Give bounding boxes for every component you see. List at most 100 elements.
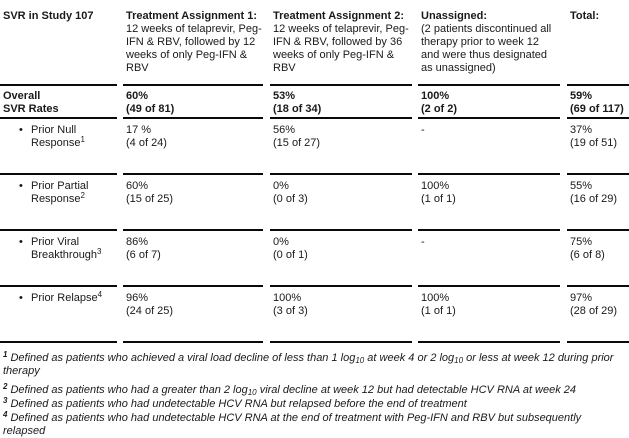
value-percent: 56%: [273, 124, 296, 136]
log-subscript: 10: [247, 388, 257, 397]
table-row: • Prior Partial Response2 60% (15 of 25) 0% (0…: [0, 175, 629, 231]
value-cell: 55% (16 of 29): [567, 175, 629, 231]
value-fraction: (1 of 1): [421, 305, 456, 317]
value-percent: -: [421, 236, 425, 248]
value-cell: 97% (28 of 29): [567, 287, 629, 343]
value-fraction: (4 of 24): [126, 137, 167, 149]
header-cell: Treatment Assignment 1: 12 weeks of telap…: [123, 0, 263, 86]
value-cell: 53% (18 of 34): [270, 86, 412, 119]
header-cell-study: SVR in Study 107: [0, 0, 117, 86]
value-percent: 55%: [570, 180, 593, 192]
value-cell: -: [418, 231, 560, 287]
value-percent: 60%: [126, 90, 149, 102]
value-percent: 37%: [570, 124, 593, 136]
value-fraction: (15 of 25): [126, 193, 174, 205]
value-fraction: (24 of 25): [126, 305, 174, 317]
header-cell: Treatment Assignment 2: 12 weeks of telap…: [270, 0, 412, 86]
value-cell: 0% (0 of 1): [270, 231, 412, 287]
column-title: Treatment Assignment 1:: [126, 10, 258, 22]
row-label-cell: • Prior Partial Response2: [0, 175, 117, 231]
value-cell: 86% (6 of 7): [123, 231, 263, 287]
value-fraction: (0 of 1): [273, 249, 308, 261]
value-percent: 60%: [126, 180, 149, 192]
row-label-line: Breakthrough3: [31, 247, 102, 261]
table-header-row: SVR in Study 107 Treatment Assignment 1:…: [0, 0, 629, 86]
table-row: • Prior Null Response1 17 % (4 of 24) 56% (15 …: [0, 119, 629, 175]
log-subscript: 10: [355, 356, 365, 365]
row-label-cell: • Prior Null Response1: [0, 119, 117, 175]
footnote: 3 Defined as patients who had undetectabl…: [3, 396, 619, 411]
value-cell: 60% (49 of 81): [123, 86, 263, 119]
value-fraction: (2 of 2): [421, 103, 458, 115]
table-row: • Prior Viral Breakthrough3 86% (6 of 7) 0% (0…: [0, 231, 629, 287]
bullet-icon: •: [19, 124, 23, 136]
footnote-text: Defined as patients who had undetectable…: [3, 412, 582, 437]
column-title: Unassigned:: [421, 10, 488, 22]
row-label: Prior Null Response1: [31, 124, 117, 150]
footnote-text: Defined as patients who had a greater th…: [10, 384, 248, 396]
value-percent: 100%: [273, 292, 302, 304]
value-fraction: (1 of 1): [421, 193, 456, 205]
value-fraction: (49 of 81): [126, 103, 175, 115]
row-label-line: Response2: [31, 191, 85, 205]
row-label: Prior Viral Breakthrough3: [31, 236, 117, 262]
row-label-line: SVR Rates: [3, 103, 59, 115]
log-subscript: 10: [454, 356, 464, 365]
value-fraction: (28 of 29): [570, 305, 618, 317]
value-fraction: (3 of 3): [273, 305, 308, 317]
footnote-reference: 2: [80, 191, 85, 200]
footnote-text: Defined as patients who achieved a viral…: [10, 352, 356, 364]
row-label-line: Response1: [31, 135, 85, 149]
table-title: SVR in Study 107: [3, 10, 94, 22]
footnote-text: viral decline at week 12 but had detecta…: [256, 384, 577, 396]
value-percent: 59%: [570, 90, 593, 102]
value-cell: 100% (1 of 1): [418, 175, 560, 231]
footnote-text: Defined as patients who had undetectable…: [10, 398, 467, 410]
value-cell: 0% (0 of 3): [270, 175, 412, 231]
footnote-text: or less at week 12 during prior therapy: [3, 352, 614, 377]
value-fraction: (18 of 34): [273, 103, 322, 115]
row-label-cell: • Prior Relapse4: [0, 287, 117, 343]
value-percent: 75%: [570, 236, 593, 248]
row-label-line: Overall: [3, 90, 41, 102]
bullet-icon: •: [19, 236, 23, 248]
value-percent: 53%: [273, 90, 296, 102]
row-label: Prior Relapse4: [31, 290, 117, 305]
footnote-text: at week 4 or 2 log: [364, 352, 455, 364]
value-fraction: (6 of 7): [126, 249, 161, 261]
column-title: Treatment Assignment 2:: [273, 10, 405, 22]
footnote-marker: 1: [3, 350, 8, 359]
row-label-line: Prior Relapse4: [31, 290, 103, 304]
row-label: Prior Partial Response2: [31, 180, 117, 206]
value-percent: 17 %: [126, 124, 152, 136]
value-percent: 100%: [421, 292, 450, 304]
value-cell: 60% (15 of 25): [123, 175, 263, 231]
table-row: Overall SVR Rates 60% (49 of 81) 53% (18 of 3…: [0, 86, 629, 119]
value-fraction: (19 of 51): [570, 137, 618, 149]
value-percent: 0%: [273, 236, 289, 248]
svr-table: SVR in Study 107 Treatment Assignment 1:…: [0, 0, 629, 343]
column-description: 12 weeks of telaprevir, Peg-IFN & RBV, f…: [273, 23, 409, 74]
value-cell: 96% (24 of 25): [123, 287, 263, 343]
row-label: Overall SVR Rates: [3, 90, 117, 116]
table-row: • Prior Relapse4 96% (24 of 25) 100% (3 of 3)…: [0, 287, 629, 343]
table-body: Overall SVR Rates 60% (49 of 81) 53% (18 of 3…: [0, 86, 629, 343]
value-fraction: (6 of 8): [570, 249, 605, 261]
value-cell: 100% (3 of 3): [270, 287, 412, 343]
value-cell: 100% (2 of 2): [418, 86, 560, 119]
value-percent: 100%: [421, 90, 450, 102]
footnote-reference: 4: [97, 290, 103, 299]
column-description: (2 patients discontinued all therapy pri…: [421, 23, 552, 74]
bullet-icon: •: [19, 180, 23, 192]
footnote-marker: 4: [3, 410, 8, 419]
value-fraction: (0 of 3): [273, 193, 308, 205]
value-percent: 100%: [421, 180, 450, 192]
value-cell: -: [418, 119, 560, 175]
value-percent: 0%: [273, 180, 289, 192]
value-cell: 56% (15 of 27): [270, 119, 412, 175]
footnote-marker: 2: [3, 382, 8, 391]
bullet-icon: •: [19, 292, 23, 304]
footnotes: 1 Defined as patients who achieved a vira…: [0, 350, 619, 438]
footnote-reference: 1: [80, 135, 85, 144]
